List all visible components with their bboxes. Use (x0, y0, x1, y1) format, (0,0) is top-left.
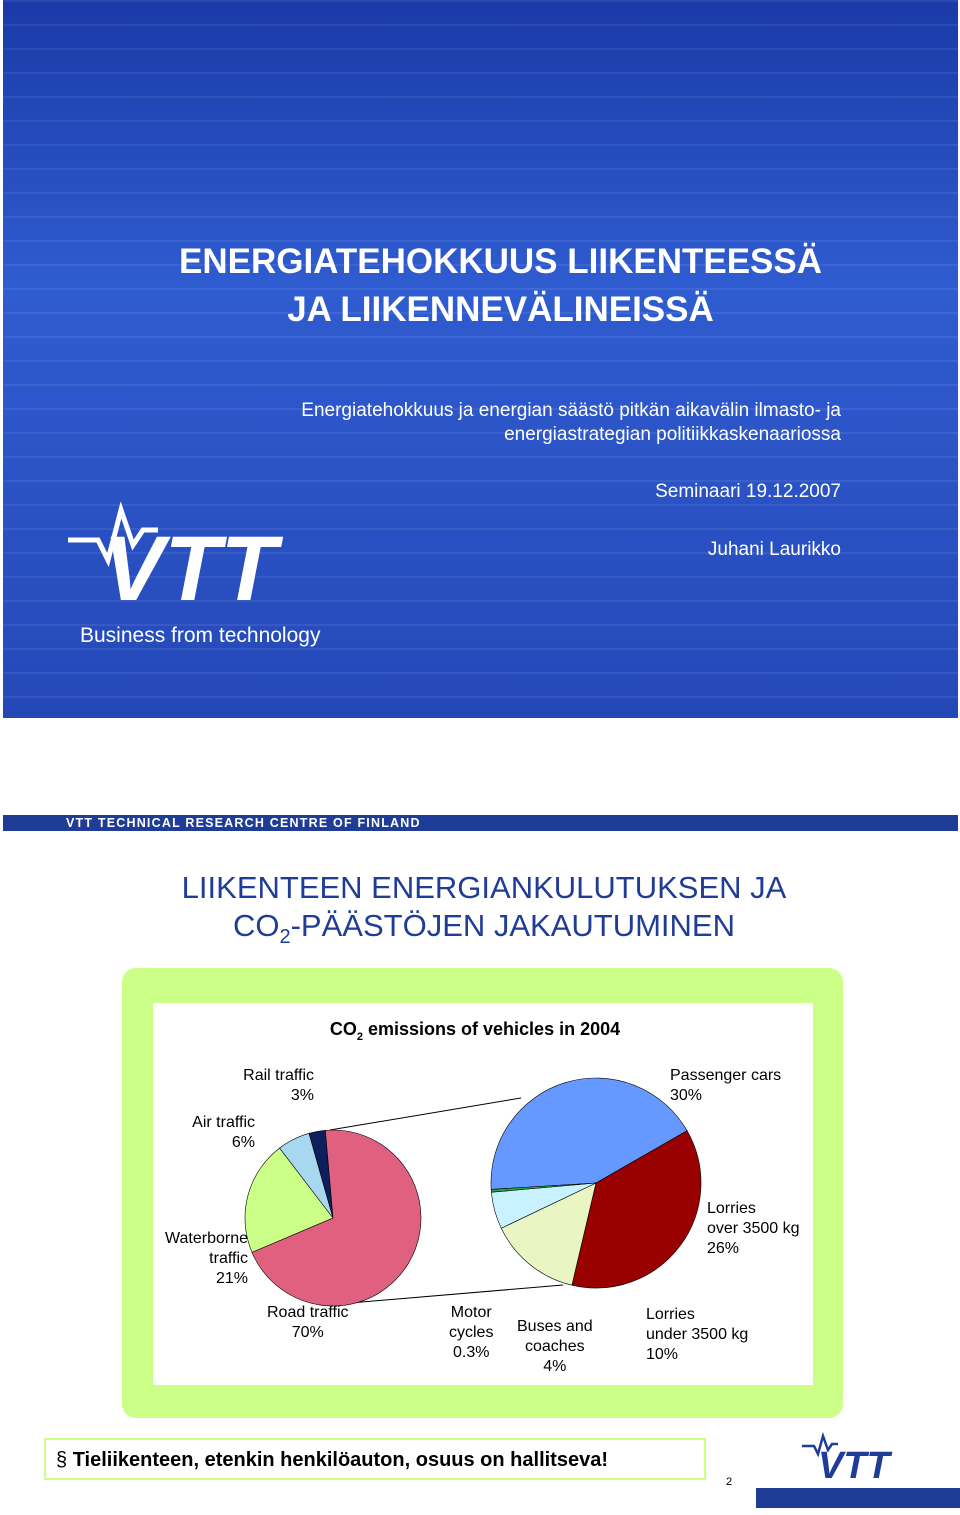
logo-text: VTT (103, 518, 284, 620)
pie-slice (244, 1147, 334, 1253)
footer-bar (756, 1488, 960, 1508)
author: Juhani Laurikko (707, 539, 841, 560)
title-sub: 2 (279, 926, 291, 949)
data-label: Lorries under 3500 kg 10% (646, 1305, 748, 1365)
bullet-box: § Tieliikenteen, etenkin henkilöauton, o… (44, 1438, 706, 1480)
title-part: CO (232, 908, 280, 943)
label-part: Motor cycles (449, 1304, 494, 1341)
connector (349, 1284, 564, 1304)
pie-slice (500, 1182, 597, 1286)
label-part: Road traffic (267, 1304, 349, 1321)
label-part: 26% (707, 1240, 740, 1257)
logo-tick (802, 1432, 838, 1458)
label-part: Waterborne traffic (165, 1230, 248, 1267)
vtt-logo: VTT Business from technology (68, 501, 321, 647)
label-part: 6% (231, 1134, 255, 1151)
logo-text: VTT (818, 1445, 893, 1482)
tagline: Business from technology (80, 624, 321, 647)
data-label: Motor cycles 0.3% (449, 1303, 493, 1363)
data-label: Buses and coaches 4% (517, 1317, 593, 1377)
pie-slice (490, 1077, 688, 1190)
title-part: emissions of vehicles in 2004 (363, 1019, 620, 1039)
chart: CO2 emissions of vehicles in 2004 (244, 1019, 702, 1307)
label-part: Rail traffic (243, 1067, 314, 1084)
label-part: 3% (290, 1087, 314, 1104)
chart-title: CO2 emissions of vehicles in 2004 (330, 1019, 620, 1043)
pie-slice (490, 1182, 597, 1193)
slide-header: VTT TECHNICAL RESEARCH CENTRE OF FINLAND (3, 815, 958, 831)
label-part: 4% (543, 1358, 567, 1375)
header-text: VTT TECHNICAL RESEARCH CENTRE OF FINLAND (66, 816, 421, 830)
title-part: CO (330, 1019, 357, 1039)
data-label: Air traffic 6% (192, 1113, 255, 1153)
label-part: Air traffic (192, 1114, 255, 1131)
data-label: Road traffic 70% (267, 1303, 349, 1343)
data-label: Lorries over 3500 kg 26% (707, 1199, 800, 1259)
label-part: Passenger cars (670, 1067, 782, 1084)
title-sub: 2 (357, 1031, 363, 1043)
bullet-text: Tieliikenteen, etenkin henkilöauton, osu… (72, 1449, 608, 1471)
pie-slice (571, 1130, 702, 1289)
pie-slice (251, 1129, 422, 1307)
data-label: Waterborne traffic 21% (165, 1229, 248, 1289)
title-line: JA LIIKENNEVÄLINEISSÄ (287, 290, 714, 329)
title-slide: ENERGIATEHOKKUUS LIIKENTEESSÄ JA LIIKENN… (3, 0, 958, 718)
connector (329, 1097, 522, 1131)
label-part: 21% (215, 1270, 248, 1287)
title-part: -PÄÄSTÖJEN JAKAUTUMINEN (290, 908, 735, 943)
label-part: 0.3% (452, 1344, 490, 1361)
label-part: 10% (646, 1346, 679, 1363)
title-line: ENERGIATEHOKKUUS LIIKENTEESSÄ (178, 242, 823, 281)
data-label: Passenger cars 30% (670, 1066, 781, 1106)
chart-area: CO2 emissions of vehicles in 2004 Rail t… (153, 1003, 813, 1385)
label-part: 30% (670, 1087, 703, 1104)
footer-logo: VTT (802, 1432, 893, 1482)
label-part: Buses and coaches (517, 1318, 593, 1355)
slide-title: CO2-PÄÄSTÖJEN JAKAUTUMINEN (4, 908, 960, 949)
slide-title: LIIKENTEEN ENERGIANKULUTUKSEN JA (181, 870, 787, 905)
subtitle-line: energiastrategian politiikkaskenaariossa (504, 424, 841, 445)
logo-tick (68, 501, 158, 568)
label-part: Lorries over 3500 kg (707, 1200, 800, 1237)
page-number: 2 (726, 1476, 733, 1488)
data-label: Rail traffic 3% (243, 1066, 314, 1106)
subtitle-line: Energiatehokkuus ja energian säästö pitk… (301, 400, 841, 421)
label-part: Lorries under 3500 kg (646, 1306, 749, 1343)
event-date: Seminaari 19.12.2007 (655, 481, 841, 502)
label-part: 70% (291, 1324, 324, 1341)
bullet-symbol: § (56, 1449, 68, 1471)
